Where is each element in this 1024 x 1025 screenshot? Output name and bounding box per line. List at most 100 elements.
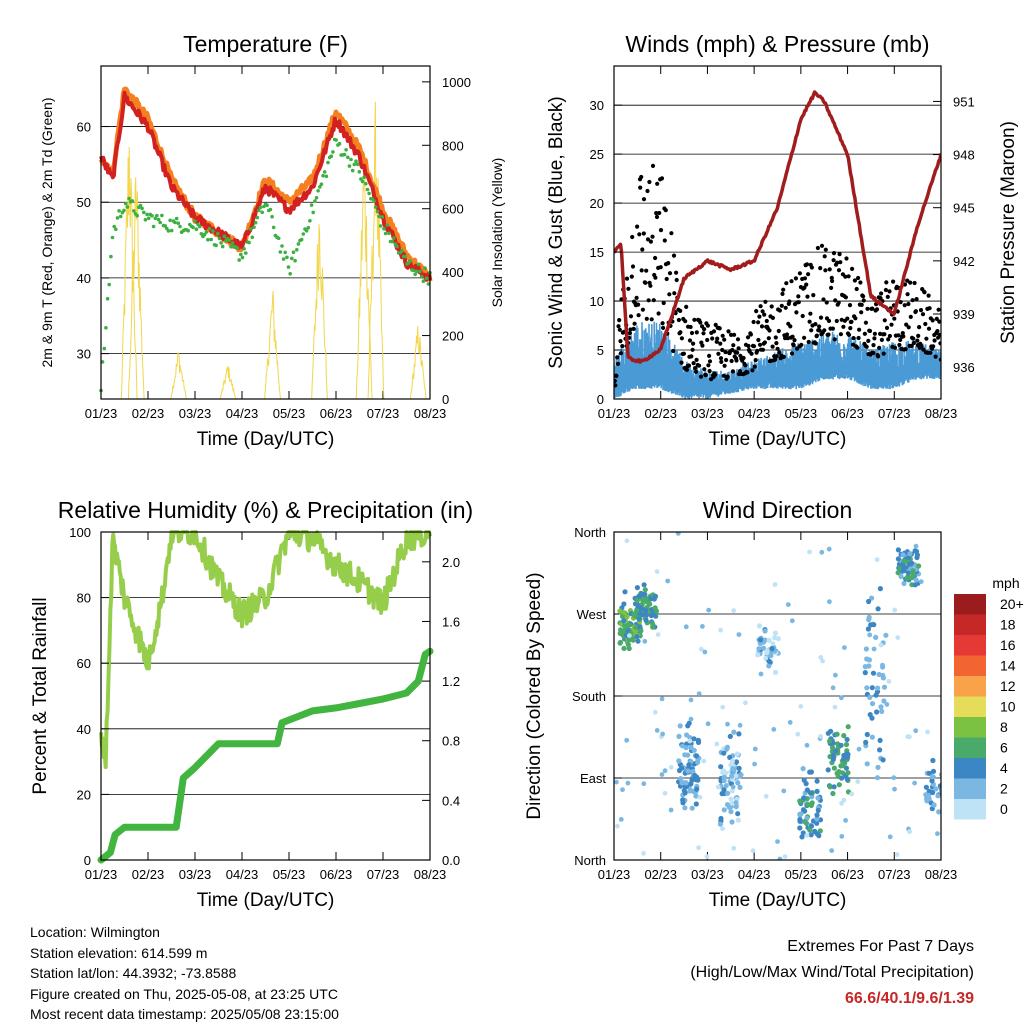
dewpoint-point [217, 236, 222, 241]
direction-point [679, 765, 685, 771]
y-axis-label: 2m & 9m T (Red, Orange) & 2m Td (Green) [39, 98, 55, 368]
dewpoint-point [235, 246, 240, 250]
gust-point [823, 268, 828, 273]
direction-point [682, 805, 688, 811]
dewpoint-point [118, 214, 123, 219]
gust-point [826, 332, 831, 337]
direction-point [907, 829, 912, 835]
direction-point [830, 756, 837, 763]
gust-point [751, 344, 757, 349]
gust-point [691, 341, 696, 346]
direction-point [721, 807, 727, 813]
gust-point [924, 336, 929, 341]
dewpoint-point [395, 244, 399, 249]
direction-point [849, 791, 855, 797]
direction-point [729, 773, 735, 779]
gust-point [909, 343, 914, 348]
gust-point [886, 337, 891, 342]
gust-point [629, 274, 634, 279]
dewpoint-point [311, 210, 316, 215]
y-right-axis-label: Station Pressure (Maroon) [998, 121, 1019, 344]
gust-point [698, 374, 704, 379]
direction-point [680, 800, 686, 806]
dewpoint-point [324, 174, 329, 179]
dewpoint-point [227, 238, 232, 242]
direction-point [766, 637, 772, 643]
dewpoint-point [194, 227, 199, 231]
gust-point [838, 332, 844, 337]
direction-point [870, 670, 877, 676]
gust-point [921, 347, 926, 352]
gust-point [705, 337, 710, 343]
x-tick-label: 05/23 [273, 406, 306, 421]
direction-point [930, 789, 936, 796]
y-tick-label: 30 [77, 347, 91, 362]
direction-point [639, 591, 645, 597]
gust-point [745, 335, 751, 340]
gust-point [881, 351, 886, 356]
gust-point [928, 350, 933, 355]
gust-point [884, 280, 889, 285]
dewpoint-point [105, 296, 110, 301]
x-axis-label: Time (Day/UTC) [197, 429, 335, 450]
gust-point [639, 268, 644, 273]
direction-point [869, 701, 876, 707]
gust-point [846, 274, 851, 279]
gust-point [762, 340, 768, 345]
direction-point [642, 587, 648, 593]
x-tick-label: 06/23 [831, 406, 864, 421]
y-tick-label: South [572, 689, 606, 704]
dewpoint-point [304, 229, 309, 233]
gust-point [666, 261, 671, 266]
y-tick-label: East [580, 771, 606, 786]
dewpoint-point [117, 209, 121, 213]
direction-point [724, 746, 730, 752]
direction-point [935, 793, 941, 799]
x-tick-label: 04/23 [226, 867, 259, 882]
dewpoint-point [155, 213, 159, 218]
direction-point [756, 623, 763, 629]
plot-border [100, 65, 431, 400]
gust-point [788, 324, 793, 329]
dewpoint-point [174, 216, 179, 221]
y-tick-label: 10 [590, 294, 604, 309]
direction-point [768, 653, 774, 659]
gust-point [789, 279, 794, 284]
direction-point [901, 580, 907, 587]
direction-point [686, 762, 692, 768]
dewpoint-point [146, 216, 151, 221]
dewpoint-point [237, 258, 241, 262]
direction-point [904, 575, 910, 581]
gust-point [640, 247, 645, 252]
dewpoint-point [385, 223, 390, 227]
direction-point [714, 741, 720, 747]
direction-point [766, 663, 772, 669]
direction-point [675, 532, 681, 536]
direction-point [895, 547, 902, 553]
gust-point [843, 274, 848, 279]
gust-point [843, 295, 849, 300]
dewpoint-point [377, 214, 381, 219]
gust-point [752, 364, 757, 369]
direction-point [866, 657, 873, 663]
dewpoint-point [191, 225, 195, 230]
dewpoint-point [364, 181, 368, 186]
gust-point [649, 317, 654, 322]
gust-point [697, 363, 702, 368]
gust-point [911, 336, 916, 341]
direction-point [662, 768, 668, 774]
gust-point [790, 334, 795, 339]
y-right-tick-label: 800 [442, 138, 464, 153]
dewpoint-series [99, 137, 432, 393]
gust-point [838, 260, 843, 265]
direction-point [867, 632, 873, 638]
dewpoint-point [285, 255, 289, 260]
direction-point [638, 605, 644, 612]
gust-point [725, 374, 730, 379]
gust-point [774, 354, 779, 359]
direction-point [936, 809, 941, 815]
dewpoint-point [253, 220, 258, 225]
gust-point [701, 331, 706, 336]
gust-point [841, 324, 846, 329]
gust-point [627, 331, 633, 336]
